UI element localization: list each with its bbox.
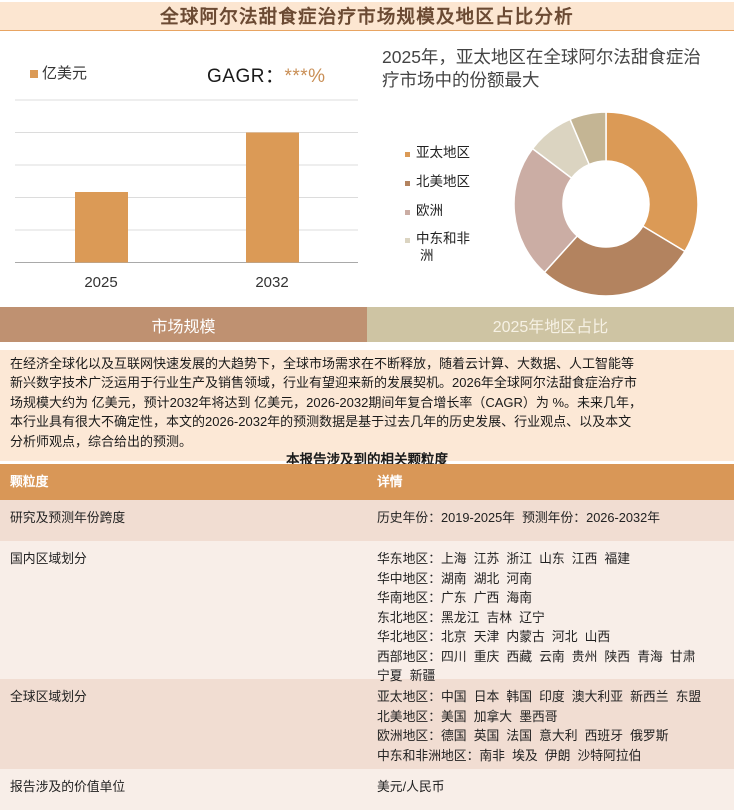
- svg-text:2025: 2025: [84, 274, 117, 291]
- svg-text:2032: 2032: [255, 274, 288, 291]
